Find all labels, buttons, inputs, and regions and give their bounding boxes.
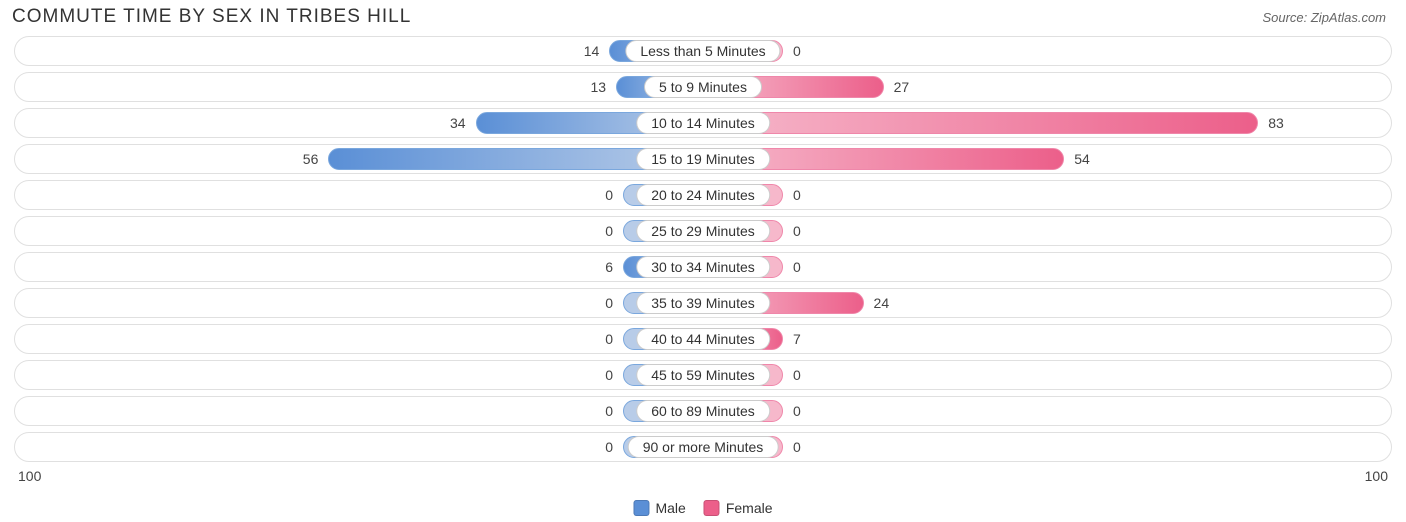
category-label: 20 to 24 Minutes [636,184,770,206]
value-male: 0 [605,181,613,209]
value-female: 0 [793,37,801,65]
value-female: 0 [793,397,801,425]
value-male: 0 [605,217,613,245]
value-female: 7 [793,325,801,353]
chart-row: 14 0 Less than 5 Minutes [14,36,1392,66]
value-female: 83 [1268,109,1284,137]
legend-swatch-female [704,500,720,516]
value-female: 24 [874,289,890,317]
chart-area: 14 0 Less than 5 Minutes 13 27 5 to 9 Minutes… [0,32,1406,462]
axis-left-label: 100 [18,468,41,484]
bar-female [703,112,1258,134]
legend-label-male: Male [655,500,685,516]
legend: Male Female [633,500,772,516]
legend-item-female: Female [704,500,773,516]
value-female: 0 [793,181,801,209]
value-female: 54 [1074,145,1090,173]
value-male: 56 [303,145,319,173]
value-male: 0 [605,433,613,461]
chart-row: 0 0 20 to 24 Minutes [14,180,1392,210]
axis-right-label: 100 [1365,468,1388,484]
category-label: Less than 5 Minutes [625,40,780,62]
chart-row: 56 54 15 to 19 Minutes [14,144,1392,174]
chart-title: COMMUTE TIME BY SEX IN TRIBES HILL [12,6,411,28]
category-label: 25 to 29 Minutes [636,220,770,242]
value-female: 0 [793,253,801,281]
value-male: 0 [605,289,613,317]
value-male: 0 [605,397,613,425]
value-female: 27 [894,73,910,101]
chart-header: COMMUTE TIME BY SEX IN TRIBES HILL Sourc… [0,0,1406,32]
chart-row: 0 0 90 or more Minutes [14,432,1392,462]
value-female: 0 [793,217,801,245]
axis-row: 100 100 [0,468,1406,484]
value-male: 14 [584,37,600,65]
category-label: 90 or more Minutes [628,436,779,458]
category-label: 40 to 44 Minutes [636,328,770,350]
value-female: 0 [793,433,801,461]
value-male: 0 [605,325,613,353]
chart-source: Source: ZipAtlas.com [1262,10,1386,25]
value-female: 0 [793,361,801,389]
category-label: 15 to 19 Minutes [636,148,770,170]
category-label: 45 to 59 Minutes [636,364,770,386]
value-male: 0 [605,361,613,389]
chart-row: 34 83 10 to 14 Minutes [14,108,1392,138]
legend-swatch-male [633,500,649,516]
legend-item-male: Male [633,500,685,516]
chart-row: 13 27 5 to 9 Minutes [14,72,1392,102]
legend-label-female: Female [726,500,773,516]
chart-row: 0 24 35 to 39 Minutes [14,288,1392,318]
value-male: 13 [590,73,606,101]
value-male: 6 [605,253,613,281]
category-label: 10 to 14 Minutes [636,112,770,134]
chart-row: 0 0 25 to 29 Minutes [14,216,1392,246]
chart-row: 6 0 30 to 34 Minutes [14,252,1392,282]
category-label: 30 to 34 Minutes [636,256,770,278]
chart-row: 0 0 60 to 89 Minutes [14,396,1392,426]
chart-row: 0 7 40 to 44 Minutes [14,324,1392,354]
value-male: 34 [450,109,466,137]
category-label: 35 to 39 Minutes [636,292,770,314]
category-label: 60 to 89 Minutes [636,400,770,422]
chart-row: 0 0 45 to 59 Minutes [14,360,1392,390]
category-label: 5 to 9 Minutes [644,76,762,98]
